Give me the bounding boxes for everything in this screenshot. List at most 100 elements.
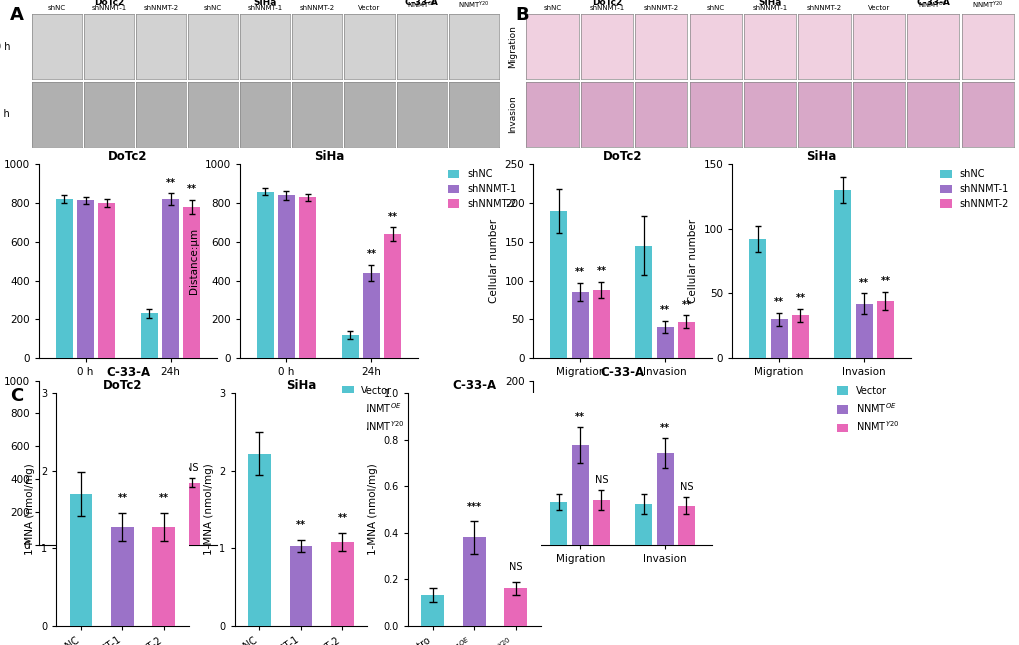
Text: Invasion: Invasion (507, 95, 517, 134)
Text: **: ** (186, 184, 197, 194)
Text: **: ** (575, 267, 585, 277)
Y-axis label: 1-MNA (nmol/mg): 1-MNA (nmol/mg) (25, 464, 36, 555)
Y-axis label: Cellular number: Cellular number (489, 219, 498, 303)
Bar (876, 301, 893, 358)
Bar (56, 199, 72, 358)
Text: DoTc2: DoTc2 (94, 0, 123, 6)
Bar (363, 273, 379, 358)
Bar (592, 500, 609, 545)
Text: NNMT$^{Y20}$: NNMT$^{Y20}$ (971, 0, 1003, 11)
Text: **: ** (165, 506, 175, 516)
Text: **: ** (337, 513, 347, 524)
Bar (330, 542, 354, 626)
Bar (635, 246, 652, 358)
Title: DoTc2: DoTc2 (602, 150, 642, 163)
Y-axis label: 1-MNA (nmol/mg): 1-MNA (nmol/mg) (368, 464, 378, 555)
Bar (463, 537, 485, 626)
Text: shNC: shNC (204, 5, 222, 11)
Bar (257, 192, 273, 358)
Bar (277, 195, 294, 358)
Text: DoTc2: DoTc2 (591, 0, 622, 6)
Bar (162, 199, 179, 358)
Text: Vector: Vector (358, 5, 380, 11)
Text: shNC: shNC (706, 5, 725, 11)
Legend: shNC, shNNMT-1, shNNMT-2: shNC, shNNMT-1, shNNMT-2 (443, 166, 520, 213)
Text: **: ** (659, 305, 669, 315)
Y-axis label: Distance:μm: Distance:μm (189, 228, 199, 294)
Text: SiHa: SiHa (758, 0, 781, 6)
Text: shNNMT-2: shNNMT-2 (144, 5, 178, 11)
Bar (571, 444, 588, 545)
Text: shNNMT-2: shNNMT-2 (300, 5, 334, 11)
Legend: Vector, NNMT$^{OE}$, NNMT$^{Y20}$: Vector, NNMT$^{OE}$, NNMT$^{Y20}$ (832, 382, 903, 437)
Bar (56, 410, 72, 545)
Text: **: ** (296, 521, 306, 530)
Text: shNNMT-1: shNNMT-1 (752, 5, 787, 11)
Text: **: ** (165, 177, 175, 188)
Text: NS: NS (679, 482, 693, 492)
Text: **: ** (858, 277, 868, 288)
Bar (592, 290, 609, 358)
Text: **: ** (117, 493, 127, 503)
Bar (678, 322, 694, 358)
Text: **: ** (773, 297, 784, 307)
Bar (111, 526, 133, 626)
Title: SiHa: SiHa (806, 150, 836, 163)
Legend: Vector, NNMT$^{OE}$, NNMT$^{Y20}$: Vector, NNMT$^{OE}$, NNMT$^{Y20}$ (337, 382, 409, 437)
Title: DoTc2: DoTc2 (108, 150, 148, 163)
Text: SiHa: SiHa (254, 0, 276, 6)
Text: C: C (10, 387, 23, 405)
Text: **: ** (879, 276, 890, 286)
Bar (550, 211, 567, 358)
Bar (341, 335, 359, 358)
Bar (98, 203, 115, 358)
Bar (656, 453, 674, 545)
Title: DoTc2: DoTc2 (103, 379, 142, 392)
Text: NS: NS (594, 475, 607, 485)
Text: shNNMT-2: shNNMT-2 (806, 5, 842, 11)
Bar (791, 315, 808, 358)
Bar (183, 207, 200, 358)
Text: **: ** (659, 423, 669, 433)
Text: B: B (515, 6, 528, 25)
Text: **: ** (681, 299, 691, 310)
Text: 24 h: 24 h (0, 110, 10, 119)
Text: A: A (10, 6, 24, 25)
Text: shNNMT-1: shNNMT-1 (91, 5, 126, 11)
Y-axis label: 1-MNA (nmol/mg): 1-MNA (nmol/mg) (204, 464, 214, 555)
Text: 0 h: 0 h (0, 42, 10, 52)
Text: Vector: Vector (867, 5, 890, 11)
Text: Migration: Migration (507, 25, 517, 68)
Bar (656, 327, 674, 358)
Text: C-33-A: C-33-A (405, 0, 438, 6)
Text: NS: NS (508, 562, 522, 572)
Bar (421, 595, 444, 626)
Bar (770, 319, 787, 358)
Text: shNC: shNC (48, 5, 65, 11)
Text: **: ** (366, 249, 376, 259)
Text: NNMT$^{OE}$: NNMT$^{OE}$ (407, 0, 436, 11)
Text: shNC: shNC (543, 5, 561, 11)
Title: C-33-A: C-33-A (106, 366, 150, 379)
Bar (635, 504, 652, 545)
Bar (248, 454, 271, 626)
Text: NS: NS (184, 462, 199, 473)
Y-axis label: Cellular number: Cellular number (489, 421, 498, 505)
Bar (152, 526, 175, 626)
Bar (77, 404, 94, 545)
Bar (299, 197, 316, 358)
Text: **: ** (596, 266, 606, 276)
Bar (98, 406, 115, 545)
Bar (77, 200, 94, 358)
Text: **: ** (795, 293, 805, 303)
Bar (571, 292, 588, 358)
Bar (550, 502, 567, 545)
Text: C-33-A: C-33-A (915, 0, 950, 6)
Title: C-33-A: C-33-A (600, 366, 644, 379)
Text: shNNMT-2: shNNMT-2 (643, 5, 679, 11)
Bar (384, 234, 400, 358)
Bar (69, 494, 93, 626)
Text: NNMT$^{OE}$: NNMT$^{OE}$ (917, 0, 948, 11)
Text: **: ** (387, 212, 397, 221)
Title: SiHa: SiHa (285, 379, 316, 392)
